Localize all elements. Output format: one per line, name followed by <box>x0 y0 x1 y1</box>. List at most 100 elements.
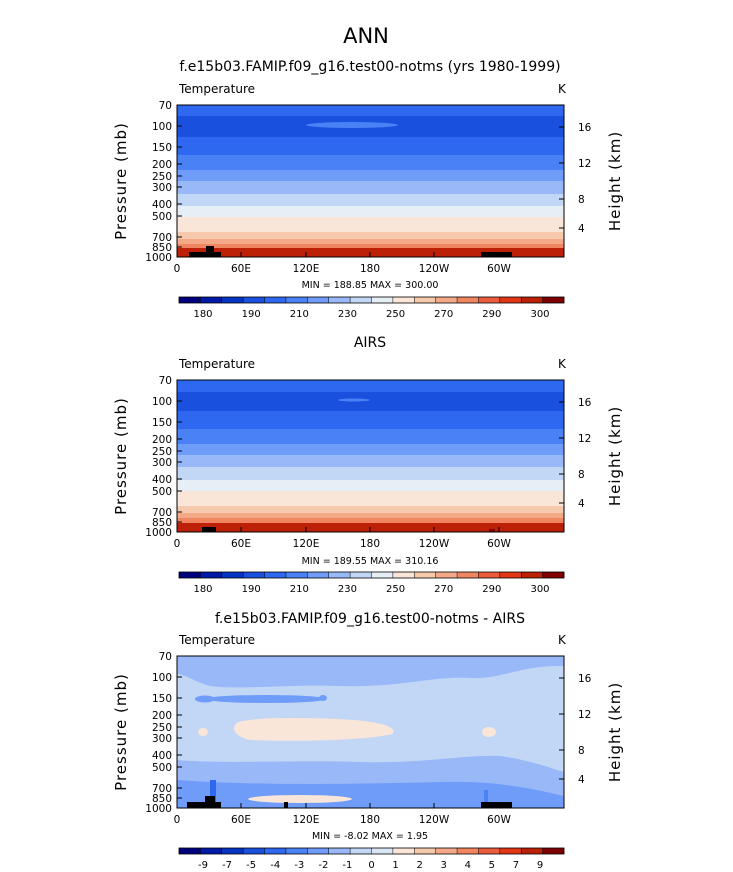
y-tick-label: 200 <box>152 159 172 171</box>
panel-obs-units: K <box>558 357 567 371</box>
temperature-band <box>177 192 564 194</box>
y-tick-label: 200 <box>152 434 172 446</box>
temperature-band <box>177 204 564 206</box>
temperature-band <box>177 147 564 149</box>
temperature-band <box>177 478 564 480</box>
temperature-band <box>177 388 564 390</box>
temperature-band <box>177 437 564 439</box>
colorbar-label: 190 <box>242 584 261 595</box>
colorbar-swatch <box>350 297 372 303</box>
topography-island <box>284 802 288 808</box>
temperature-band <box>177 114 564 116</box>
temperature-band <box>177 240 564 242</box>
x-tick-label: 0 <box>174 814 181 826</box>
temperature-band <box>177 203 564 205</box>
colorbar-label: -1 <box>342 860 352 871</box>
panel-model: f.e15b03.FAMIP.f09_g16.test00-notms (yrs… <box>112 59 624 320</box>
temperature-band <box>177 451 564 453</box>
y-tick-label: 500 <box>152 762 172 774</box>
x-tick-label: 120W <box>419 263 450 275</box>
colorbar-swatch <box>179 848 201 854</box>
temperature-band <box>177 195 564 197</box>
temperature-band <box>177 426 564 428</box>
temperature-band <box>177 130 564 132</box>
temperature-band <box>177 494 564 496</box>
temperature-band <box>177 115 564 117</box>
colorbar-swatch <box>392 572 415 578</box>
temperature-band <box>177 419 564 421</box>
y-tick-label: 1000 <box>145 803 172 815</box>
colorbar-swatch <box>221 297 244 303</box>
colorbar-label: 230 <box>338 584 357 595</box>
temperature-band <box>177 175 564 177</box>
temperature-band <box>177 413 564 415</box>
y-tick-label: 250 <box>152 171 172 183</box>
temperature-band <box>177 497 564 499</box>
temperature-band <box>177 230 564 232</box>
panel-obs-colorbar: 180 190 210 230 250 270 290 300 <box>178 571 565 595</box>
colorbar-label: -9 <box>198 860 208 871</box>
height-tick-label: 4 <box>578 498 585 510</box>
temperature-band <box>177 492 564 494</box>
colorbar-swatch <box>478 848 501 854</box>
panel-diff-ylabel: Pressure (mb) <box>112 673 130 791</box>
temperature-band <box>177 479 564 481</box>
panel-diff-minmax: MIN = -8.02 MAX = 1.95 <box>312 831 428 842</box>
temperature-band <box>177 398 564 400</box>
temperature-band <box>177 406 564 408</box>
temperature-band <box>177 397 564 399</box>
colorbar-swatch <box>200 572 223 578</box>
temperature-band <box>177 157 564 159</box>
temperature-band <box>177 221 564 223</box>
topography-tibet <box>202 527 216 532</box>
y-tick-label: 400 <box>152 750 172 762</box>
temperature-band <box>177 208 564 210</box>
temperature-band <box>177 491 564 493</box>
x-tick-label: 0 <box>174 538 181 550</box>
temperature-band <box>177 411 564 413</box>
y-tick-label: 700 <box>152 507 172 519</box>
y-tick-label: 70 <box>159 100 172 112</box>
colorbar-swatch <box>521 848 543 854</box>
topography-tibet <box>206 246 214 257</box>
colorbar-swatch <box>371 848 394 854</box>
temperature-band <box>177 146 564 148</box>
panel-model-colorbar: 180 190 210 230 250 270 290 300 <box>178 296 565 320</box>
temperature-band <box>177 439 564 441</box>
temperature-band <box>177 209 564 211</box>
temperature-band <box>177 155 564 157</box>
panel-obs: AIRS Temperature K 701001502002503004005… <box>112 335 624 595</box>
colorbar-swatch <box>435 297 458 303</box>
colorbar-swatch <box>264 297 287 303</box>
x-tick-label: 180 <box>360 814 380 826</box>
temperature-band <box>177 434 564 436</box>
colorbar-swatch <box>435 572 458 578</box>
colorbar-swatch <box>328 848 351 854</box>
colorbar-swatch <box>542 848 565 854</box>
temperature-band <box>177 443 564 445</box>
temperature-band <box>177 408 564 410</box>
temperature-band <box>177 431 564 433</box>
temperature-band <box>177 246 564 248</box>
colorbar-swatch <box>392 848 415 854</box>
y-tick-label: 700 <box>152 783 172 795</box>
temperature-band <box>177 181 564 183</box>
temperature-band <box>177 189 564 191</box>
temperature-band <box>177 392 564 394</box>
y-tick-label: 700 <box>152 232 172 244</box>
temperature-band <box>177 454 564 456</box>
temperature-band <box>177 381 564 383</box>
colorbar-swatch <box>285 572 308 578</box>
temperature-band <box>177 119 564 121</box>
temperature-band <box>177 481 564 483</box>
temperature-band <box>177 440 564 442</box>
colorbar-label: -3 <box>294 860 304 871</box>
temperature-band <box>177 163 564 165</box>
temperature-band <box>177 500 564 502</box>
temperature-band <box>177 469 564 471</box>
temperature-band <box>177 128 564 130</box>
temperature-band <box>177 518 564 520</box>
temperature-band <box>177 425 564 427</box>
temperature-band <box>177 183 564 185</box>
